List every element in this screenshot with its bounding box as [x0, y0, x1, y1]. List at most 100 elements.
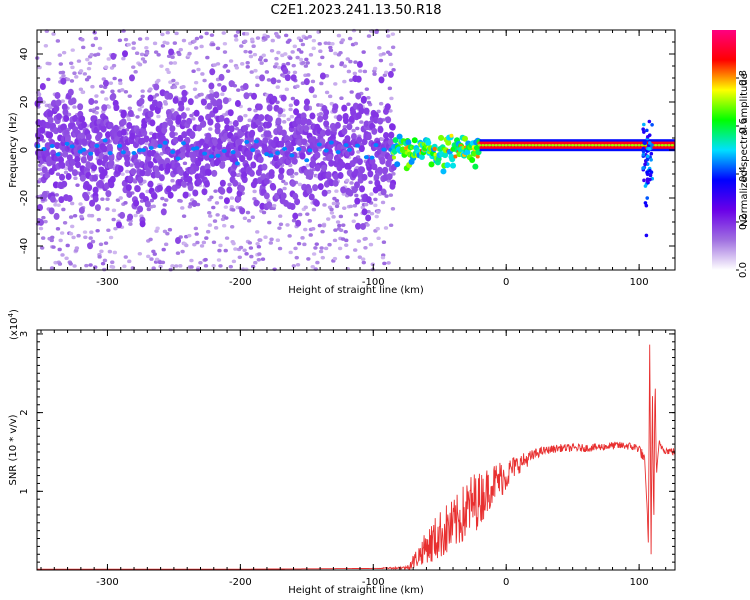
spectral-dot	[271, 95, 278, 103]
spectral-dot	[73, 176, 78, 181]
spectral-dot	[198, 115, 205, 123]
spectral-dot	[361, 260, 366, 265]
spectral-dot	[388, 62, 394, 67]
spectral-dot	[161, 121, 168, 129]
spectral-dot	[614, 144, 618, 147]
spectral-dot	[223, 248, 228, 253]
colorbar-label: Normalized spectral amplitude	[739, 73, 750, 227]
spectral-dot	[544, 144, 548, 147]
spectral-dot	[317, 62, 322, 67]
spectral-dot	[319, 246, 324, 250]
spectral-dot	[361, 50, 366, 54]
spectral-dot	[175, 156, 181, 161]
spectral-dot	[212, 106, 219, 114]
spectral-dot	[214, 201, 220, 205]
spectral-dot	[379, 156, 386, 164]
spectral-dot	[245, 61, 250, 65]
spectral-dot	[236, 88, 241, 92]
spectral-dot	[81, 138, 88, 146]
spectral-dot	[108, 181, 115, 189]
spectral-dot	[128, 222, 133, 226]
spectral-dot	[358, 107, 365, 115]
spectral-dot	[352, 203, 358, 208]
spectral-dot	[333, 228, 338, 232]
spectral-dot	[487, 144, 492, 147]
spectral-dot	[349, 90, 354, 94]
spectral-dot	[229, 224, 235, 229]
spectral-dot	[294, 255, 299, 260]
spectral-dot	[250, 161, 257, 169]
spectral-dot	[387, 52, 393, 57]
x-tick-label: -200	[229, 277, 252, 288]
spectral-dot	[157, 144, 163, 149]
spectral-dot	[111, 217, 116, 222]
spectral-dot	[282, 186, 287, 191]
spectral-dot	[381, 147, 387, 152]
spectral-dot	[65, 243, 70, 248]
spectral-dot	[199, 120, 206, 128]
spectral-dot	[162, 203, 167, 207]
spectral-dot	[355, 92, 362, 100]
spectral-dot	[450, 162, 457, 169]
spectral-dot	[373, 173, 380, 181]
spectral-dot	[104, 97, 109, 101]
spectral-dot	[79, 214, 84, 219]
spectral-dot	[120, 109, 127, 117]
spectral-dot	[49, 266, 55, 270]
spectral-dot	[96, 131, 103, 139]
spectral-dot	[90, 239, 96, 244]
spectral-dot	[258, 114, 265, 122]
spectral-dot	[359, 185, 366, 193]
spectral-dot	[328, 45, 333, 50]
spectral-dot	[353, 212, 359, 217]
spectral-dot	[449, 156, 456, 163]
spectral-dot	[193, 80, 199, 85]
spectral-dot	[344, 243, 349, 247]
spectral-dot	[91, 174, 98, 182]
spectral-dot	[163, 102, 169, 106]
spectral-dot	[37, 134, 44, 142]
spectral-dot	[99, 249, 104, 254]
spectral-dot	[120, 172, 125, 176]
spectral-dot	[181, 38, 187, 43]
spectral-dot	[303, 98, 310, 106]
spectral-dot	[333, 82, 338, 86]
spectral-dot	[134, 185, 141, 193]
spectral-dot	[295, 55, 300, 60]
snr-line-marks	[37, 344, 676, 571]
spectral-dot	[161, 247, 166, 252]
x-tick-label: 100	[630, 277, 649, 288]
spectral-dot	[223, 197, 230, 205]
spectral-dot	[464, 149, 471, 156]
spectral-dot	[379, 137, 385, 142]
spectral-dot	[70, 65, 75, 70]
spectral-dot	[257, 252, 262, 256]
spectral-dot	[130, 168, 137, 176]
spectral-dot	[253, 260, 258, 265]
spectral-dot	[85, 57, 90, 62]
spectral-dot	[200, 98, 207, 106]
spectral-dot	[194, 146, 200, 151]
spectral-dot	[256, 257, 262, 262]
spectral-dot	[313, 246, 318, 250]
spectral-dot	[382, 166, 389, 174]
spectral-dot	[270, 38, 275, 43]
spectral-dot	[304, 158, 310, 163]
spectral-dot	[252, 52, 258, 57]
spectral-dot	[360, 257, 366, 261]
spectral-dot	[218, 264, 223, 268]
spectral-dot	[244, 252, 249, 256]
spectral-dot	[192, 189, 199, 197]
spectral-dot	[160, 260, 166, 265]
spectral-dot	[156, 78, 161, 83]
spectral-dot	[282, 67, 289, 75]
spectral-dot	[140, 148, 146, 153]
spectral-dot	[209, 89, 214, 94]
spectral-dot	[220, 92, 225, 96]
spectral-dot	[193, 109, 200, 117]
spectral-dot	[375, 210, 381, 214]
spectral-dot	[40, 236, 46, 240]
spectral-dot	[101, 145, 108, 153]
spectral-dot	[44, 171, 51, 179]
spectral-dot	[338, 228, 344, 233]
